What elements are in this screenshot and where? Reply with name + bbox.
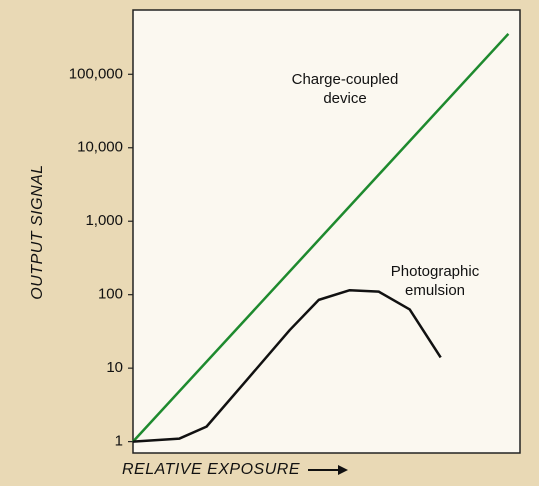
- y-tick-label: 100: [98, 286, 123, 303]
- series-label: Photographic: [391, 263, 480, 280]
- y-tick-label: 10,000: [77, 139, 123, 156]
- series-label: emulsion: [405, 282, 465, 299]
- x-axis-arrowhead: [338, 465, 348, 475]
- series-label: Charge-coupled: [292, 71, 399, 88]
- y-tick-label: 1: [115, 433, 123, 450]
- y-axis-label: OUTPUT SIGNAL: [29, 164, 46, 299]
- series-line: [132, 288, 442, 443]
- series-label: device: [323, 90, 366, 107]
- y-tick-label: 100,000: [69, 65, 123, 82]
- x-axis-label: RELATIVE EXPOSURE: [122, 461, 300, 478]
- y-tick-label: 1,000: [85, 212, 123, 229]
- y-tick-label: 10: [106, 359, 123, 376]
- series-line: [132, 33, 510, 443]
